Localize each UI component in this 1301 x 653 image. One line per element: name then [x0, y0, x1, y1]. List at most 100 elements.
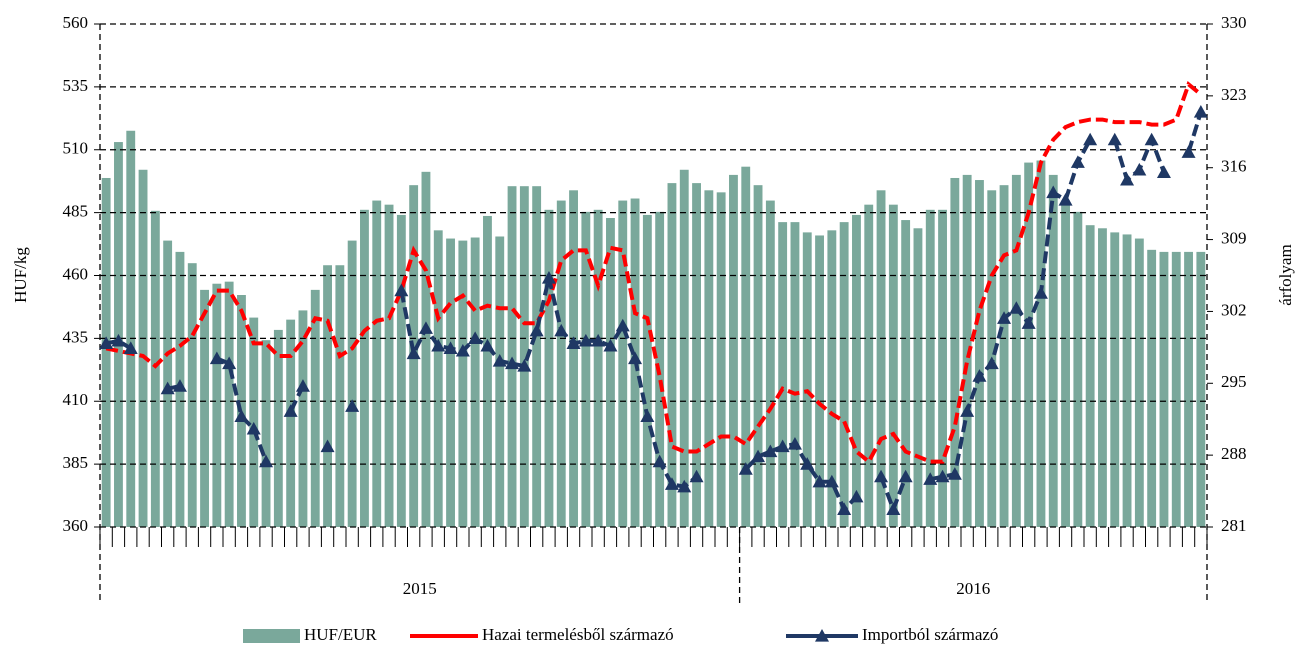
bar: [310, 289, 320, 527]
marker: [418, 321, 433, 334]
y2-tick-label: 323: [1221, 85, 1247, 104]
marker: [455, 343, 470, 357]
bar: [642, 214, 652, 527]
y-tick-label: 560: [63, 13, 89, 32]
bar: [593, 209, 603, 527]
bar: [975, 180, 984, 527]
marker: [1107, 132, 1122, 146]
bar: [1184, 251, 1193, 527]
marker: [1144, 132, 1159, 146]
marker: [1083, 132, 1098, 146]
marker: [443, 341, 458, 355]
marker: [603, 338, 618, 352]
marker: [505, 356, 520, 370]
bar: [150, 210, 160, 528]
marker: [123, 341, 138, 355]
x-group-label: 2016: [956, 579, 990, 598]
bar: [261, 340, 271, 527]
y2-tick-label: 295: [1221, 372, 1247, 391]
marker: [997, 311, 1012, 324]
y-tick-label: 460: [63, 264, 89, 283]
bar: [581, 211, 591, 527]
marker: [837, 502, 852, 515]
y-tick-label: 385: [63, 453, 89, 472]
bar: [1196, 251, 1206, 527]
marker: [394, 283, 409, 297]
marker: [787, 437, 802, 450]
legend-label: HUF/EUR: [304, 625, 377, 644]
bar: [802, 232, 812, 527]
marker: [1193, 105, 1208, 118]
bar: [618, 200, 628, 527]
bar: [532, 186, 542, 527]
bar: [1036, 160, 1046, 527]
bar: [224, 281, 234, 527]
bar: [396, 214, 406, 527]
bar: [606, 218, 615, 527]
marker: [591, 333, 606, 347]
bar: [704, 190, 714, 527]
marker: [775, 439, 790, 453]
marker: [898, 469, 913, 483]
marker: [1021, 316, 1036, 329]
bar: [286, 319, 296, 527]
bar: [360, 209, 369, 527]
bar: [852, 214, 861, 527]
marker: [209, 351, 224, 365]
bar: [679, 169, 689, 528]
legend-label: Hazai termelésből származó: [482, 625, 674, 644]
marker: [172, 379, 187, 392]
bar: [1024, 162, 1034, 527]
bar: [446, 238, 455, 527]
marker: [259, 454, 274, 468]
bar: [458, 240, 468, 527]
marker: [1046, 185, 1061, 199]
y2-tick-label: 309: [1221, 228, 1247, 247]
bar: [1061, 200, 1070, 527]
bar: [138, 169, 148, 528]
marker: [468, 331, 483, 344]
bar: [212, 283, 222, 527]
bar: [827, 230, 837, 528]
bar: [692, 183, 701, 527]
marker: [160, 381, 175, 395]
bar: [1085, 225, 1095, 527]
marker: [689, 469, 704, 483]
y2-tick-label: 316: [1221, 157, 1247, 176]
marker: [431, 338, 446, 352]
marker: [406, 346, 421, 360]
marker: [111, 333, 126, 347]
marker: [874, 469, 889, 483]
marker: [320, 439, 335, 453]
marker: [492, 354, 507, 367]
marker: [541, 271, 556, 284]
bar: [1159, 251, 1169, 527]
bar: [200, 289, 209, 527]
marker: [529, 323, 544, 337]
marker: [886, 502, 901, 515]
marker: [664, 477, 679, 490]
bar: [999, 185, 1009, 527]
bar: [298, 310, 308, 527]
y-tick-label: 410: [63, 390, 89, 409]
bar: [1073, 211, 1083, 527]
marker: [935, 469, 950, 483]
marker: [1132, 162, 1147, 176]
bar: [101, 177, 111, 527]
bar: [778, 222, 788, 527]
marker: [295, 379, 310, 392]
marker: [554, 323, 569, 337]
legend-label: Importból származó: [862, 625, 998, 644]
bar: [483, 215, 492, 527]
marker: [738, 462, 753, 475]
bar: [421, 171, 431, 527]
marker: [1009, 301, 1024, 314]
marker: [1156, 165, 1171, 178]
bar: [839, 222, 849, 527]
marker: [677, 479, 692, 493]
bar: [1110, 232, 1120, 527]
marker: [972, 369, 987, 382]
bar: [384, 204, 394, 528]
bar: [753, 185, 763, 527]
